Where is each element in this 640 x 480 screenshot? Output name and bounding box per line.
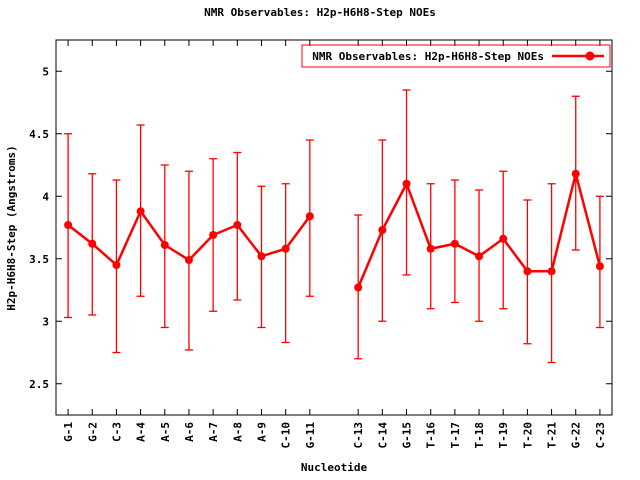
plot-area: 2.5 3 3.5 4 4.5 5 G-1 G-2 C-3 A-4 A-5 A-6 A-7 A-8 A-9 C… — [29, 39, 613, 449]
x-tick-label: C-23 — [594, 422, 607, 449]
plot-border — [55, 39, 613, 416]
x-tick-label: C-13 — [352, 422, 365, 449]
x-tick-label: T-20 — [521, 422, 534, 449]
x-axis-label: Nucleotide — [301, 461, 368, 474]
x-tick-label: G-22 — [570, 422, 583, 449]
data-point — [595, 262, 604, 271]
x-tick-label: T-18 — [473, 422, 486, 449]
y-tick-label: 5 — [42, 65, 49, 78]
y-tick-label: 4 — [42, 190, 49, 203]
legend-label: NMR Observables: H2p-H6H8-Step NOEs — [312, 50, 544, 63]
data-point — [547, 267, 556, 276]
legend: NMR Observables: H2p-H6H8-Step NOEs — [301, 44, 611, 68]
y-tick-label: 3.5 — [29, 253, 49, 266]
x-tick-label: C-3 — [110, 422, 123, 442]
data-point — [378, 226, 387, 234]
x-tick-label: G-15 — [401, 422, 414, 449]
y-tick-label: 4.5 — [29, 128, 49, 141]
data-point — [402, 179, 411, 188]
data-point — [354, 283, 363, 292]
data-point — [305, 212, 314, 221]
x-tick-label: G-11 — [304, 422, 317, 449]
x-tick-label: G-2 — [86, 422, 99, 442]
data-point — [112, 261, 121, 269]
data-point — [88, 239, 97, 248]
x-tick-label: T-16 — [425, 422, 438, 449]
x-tick-label: A-5 — [159, 422, 172, 442]
data-point — [233, 221, 242, 229]
data-point — [475, 252, 484, 261]
x-tick-label: A-4 — [135, 422, 148, 442]
x-tick-label: A-8 — [231, 422, 244, 442]
data-point — [523, 267, 532, 276]
data-point — [281, 244, 290, 253]
legend-box — [301, 44, 611, 68]
data-point — [450, 239, 459, 248]
x-tick-label: A-6 — [183, 422, 196, 442]
data-point — [184, 256, 193, 264]
data-point — [571, 169, 580, 178]
x-tick-label: G-1 — [62, 422, 75, 442]
x-tick-label: T-17 — [449, 422, 462, 449]
data-point — [160, 241, 169, 249]
x-tick-label: C-14 — [376, 422, 389, 449]
x-tick-label: C-10 — [280, 422, 293, 449]
data-point — [136, 207, 145, 216]
x-tick-label: A-7 — [207, 422, 220, 442]
y-tick-label: 2.5 — [29, 378, 49, 391]
x-tick-label: A-9 — [255, 422, 268, 442]
y-axis-label: H2p-H6H8-Step (Angstroms) — [5, 145, 18, 311]
x-tick-label: T-21 — [546, 422, 559, 449]
x-tick-label: T-19 — [497, 422, 510, 449]
data-point — [257, 252, 266, 261]
legend-marker-sample — [585, 51, 595, 61]
data-point — [64, 221, 73, 229]
y-tick-label: 3 — [42, 315, 49, 328]
data-point — [426, 244, 435, 253]
data-point — [209, 231, 218, 239]
data-point — [499, 234, 508, 243]
chart-title: NMR Observables: H2p-H6H8-Step NOEs — [204, 6, 436, 19]
